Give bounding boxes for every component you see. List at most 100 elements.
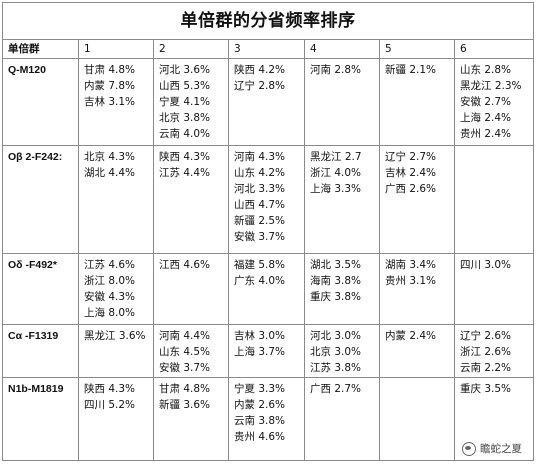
- haplogroup-label: N1b-M1819: [2, 377, 79, 461]
- watermark: 瞻蛇之夏: [459, 440, 525, 457]
- province-frequency-entry: 宁夏 4.1%: [159, 96, 211, 108]
- province-frequency-entry: 上海 8.0%: [84, 307, 136, 319]
- province-frequency-entry: 广东 4.0%: [234, 275, 286, 287]
- province-frequency-entry: 云南 4.0%: [159, 128, 211, 140]
- province-frequency-entry: 江苏 4.4%: [159, 167, 211, 179]
- province-frequency-entry: 内蒙 2.4%: [385, 330, 437, 342]
- province-frequency-entry: 河南 2.8%: [310, 64, 362, 76]
- province-frequency-entry: 山东 4.5%: [159, 346, 211, 358]
- province-frequency-entry: 吉林 3.1%: [84, 96, 136, 108]
- rank-cell-4: 湖北 3.5% 海南 3.8% 重庆 3.8%: [304, 253, 380, 325]
- column-header-rank-4: 4: [304, 39, 380, 59]
- rank-cell-2: 江西 4.6%: [153, 253, 229, 325]
- haplogroup-label: Oβ 2-F242:: [2, 145, 79, 254]
- province-frequency-entry: 江苏 3.8%: [310, 362, 362, 374]
- haplogroup-row: N1b-M1819 陕西 4.3% 四川 5.2% 甘肃 4.8% 新疆 3.6% 宁夏 …: [2, 377, 535, 461]
- province-frequency-entry: 新疆 3.6%: [159, 399, 211, 411]
- province-frequency-entry: 上海 3.7%: [234, 346, 286, 358]
- province-frequency-entry: 吉林 3.0%: [234, 330, 286, 342]
- rank-cell-4: 河南 2.8%: [304, 58, 380, 146]
- rank-cell-5: 新疆 2.1%: [379, 58, 455, 146]
- province-frequency-entry: 吉林 2.4%: [385, 167, 437, 179]
- column-header-rank-2: 2: [153, 39, 229, 59]
- province-frequency-entry: 湖北 4.4%: [84, 167, 136, 179]
- province-frequency-entry: 新疆 2.5%: [234, 215, 286, 227]
- province-frequency-entry: 湖北 3.5%: [310, 259, 362, 271]
- rank-cell-2: 河北 3.6% 山西 5.3% 宁夏 4.1% 北京 3.8% 云南 4.0%: [153, 58, 229, 146]
- wechat-icon: [462, 441, 476, 456]
- column-header-rank-1: 1: [78, 39, 154, 59]
- rank-cell-1: 黑龙江 3.6%: [78, 324, 154, 378]
- province-frequency-entry: 四川 3.0%: [460, 259, 512, 271]
- province-frequency-entry: 安徽 3.7%: [159, 362, 211, 374]
- haplogroup-row: Q-M120 甘肃 4.8% 内蒙 7.8% 吉林 3.1% 河北 3.6% 山西 5.3…: [2, 58, 535, 146]
- province-frequency-entry: 内蒙 7.8%: [84, 80, 136, 92]
- haplogroup-label: Q-M120: [2, 58, 79, 146]
- province-frequency-entry: 黑龙江 2.3%: [460, 80, 522, 92]
- province-frequency-entry: 贵州 2.4%: [460, 128, 512, 140]
- province-frequency-entry: 黑龙江 3.6%: [84, 330, 146, 342]
- province-frequency-entry: 海南 3.8%: [310, 275, 362, 287]
- rank-cell-6: 山东 2.8% 黑龙江 2.3% 安徽 2.7% 上海 2.4% 贵州 2.4%: [453, 58, 535, 146]
- rank-cell-6: [453, 145, 535, 254]
- rank-cell-3: 宁夏 3.3% 内蒙 2.6% 云南 3.8% 贵州 4.6%: [228, 377, 305, 461]
- province-frequency-entry: 陕西 4.3%: [84, 383, 136, 395]
- rank-cell-1: 江苏 4.6% 浙江 8.0% 安徽 4.3% 上海 8.0%: [78, 253, 154, 325]
- province-frequency-entry: 甘肃 4.8%: [159, 383, 211, 395]
- column-header-haplogroup: 单倍群: [2, 39, 79, 59]
- haplogroup-label: Oδ -F492*: [2, 253, 79, 325]
- rank-cell-5: [379, 377, 455, 461]
- rank-cell-6: 四川 3.0%: [453, 253, 535, 325]
- rank-cell-5: 湖南 3.4% 贵州 3.1%: [379, 253, 455, 325]
- province-frequency-entry: 山西 4.7%: [234, 199, 286, 211]
- rank-cell-1: 甘肃 4.8% 内蒙 7.8% 吉林 3.1%: [78, 58, 154, 146]
- province-frequency-entry: 云南 2.2%: [460, 362, 512, 374]
- province-frequency-entry: 河南 4.3%: [234, 151, 286, 163]
- province-frequency-entry: 贵州 4.6%: [234, 431, 286, 443]
- province-frequency-entry: 北京 3.8%: [159, 112, 211, 124]
- province-frequency-entry: 山东 4.2%: [234, 167, 286, 179]
- province-frequency-entry: 辽宁 2.7%: [385, 151, 437, 163]
- province-frequency-entry: 福建 5.8%: [234, 259, 286, 271]
- rank-cell-4: 黑龙江 2.7 浙江 4.0% 上海 3.3%: [304, 145, 380, 254]
- rank-cell-3: 陕西 4.2% 辽宁 2.8%: [228, 58, 305, 146]
- province-frequency-entry: 甘肃 4.8%: [84, 64, 136, 76]
- province-frequency-entry: 上海 3.3%: [310, 183, 362, 195]
- province-frequency-entry: 安徽 3.7%: [234, 231, 286, 243]
- province-frequency-entry: 河北 3.3%: [234, 183, 286, 195]
- province-frequency-entry: 安徽 2.7%: [460, 96, 512, 108]
- province-frequency-entry: 山西 5.3%: [159, 80, 211, 92]
- rank-cell-3: 河南 4.3% 山东 4.2% 河北 3.3% 山西 4.7% 新疆 2.5% 安徽 3.…: [228, 145, 305, 254]
- province-frequency-entry: 黑龙江 2.7: [310, 151, 362, 163]
- column-header-rank-3: 3: [228, 39, 305, 59]
- header-row: 单倍群 1 2 3 4 5 6: [2, 39, 535, 59]
- table-title: 单倍群的分省频率排序: [1, 2, 535, 40]
- province-frequency-entry: 上海 2.4%: [460, 112, 512, 124]
- rank-cell-5: 辽宁 2.7% 吉林 2.4% 广西 2.6%: [379, 145, 455, 254]
- rank-cell-1: 陕西 4.3% 四川 5.2%: [78, 377, 154, 461]
- province-frequency-entry: 陕西 4.3%: [159, 151, 211, 163]
- rank-cell-2: 陕西 4.3% 江苏 4.4%: [153, 145, 229, 254]
- province-frequency-entry: 重庆 3.5%: [460, 383, 512, 395]
- watermark-text: 瞻蛇之夏: [480, 443, 522, 455]
- haplogroup-row: Cα -F1319 黑龙江 3.6% 河南 4.4% 山东 4.5% 安徽 3.7% 吉林…: [2, 324, 535, 378]
- rank-cell-5: 内蒙 2.4%: [379, 324, 455, 378]
- province-frequency-entry: 北京 3.0%: [310, 346, 362, 358]
- province-frequency-entry: 浙江 4.0%: [310, 167, 362, 179]
- province-frequency-entry: 新疆 2.1%: [385, 64, 437, 76]
- province-frequency-entry: 浙江 2.6%: [460, 346, 512, 358]
- rank-cell-2: 河南 4.4% 山东 4.5% 安徽 3.7%: [153, 324, 229, 378]
- column-header-rank-6: 6: [453, 39, 535, 59]
- haplogroup-row: Oβ 2-F242: 北京 4.3% 湖北 4.4% 陕西 4.3% 江苏 4.4% 河南…: [2, 145, 535, 254]
- province-frequency-entry: 浙江 8.0%: [84, 275, 136, 287]
- rank-cell-4: 广西 2.7%: [304, 377, 380, 461]
- rank-cell-3: 吉林 3.0% 上海 3.7%: [228, 324, 305, 378]
- rank-cell-4: 河北 3.0% 北京 3.0% 江苏 3.8%: [304, 324, 380, 378]
- rank-cell-3: 福建 5.8% 广东 4.0%: [228, 253, 305, 325]
- haplogroup-row: Oδ -F492* 江苏 4.6% 浙江 8.0% 安徽 4.3% 上海 8.0% 江西 …: [2, 253, 535, 325]
- province-frequency-entry: 贵州 3.1%: [385, 275, 437, 287]
- province-frequency-entry: 辽宁 2.8%: [234, 80, 286, 92]
- province-frequency-entry: 湖南 3.4%: [385, 259, 437, 271]
